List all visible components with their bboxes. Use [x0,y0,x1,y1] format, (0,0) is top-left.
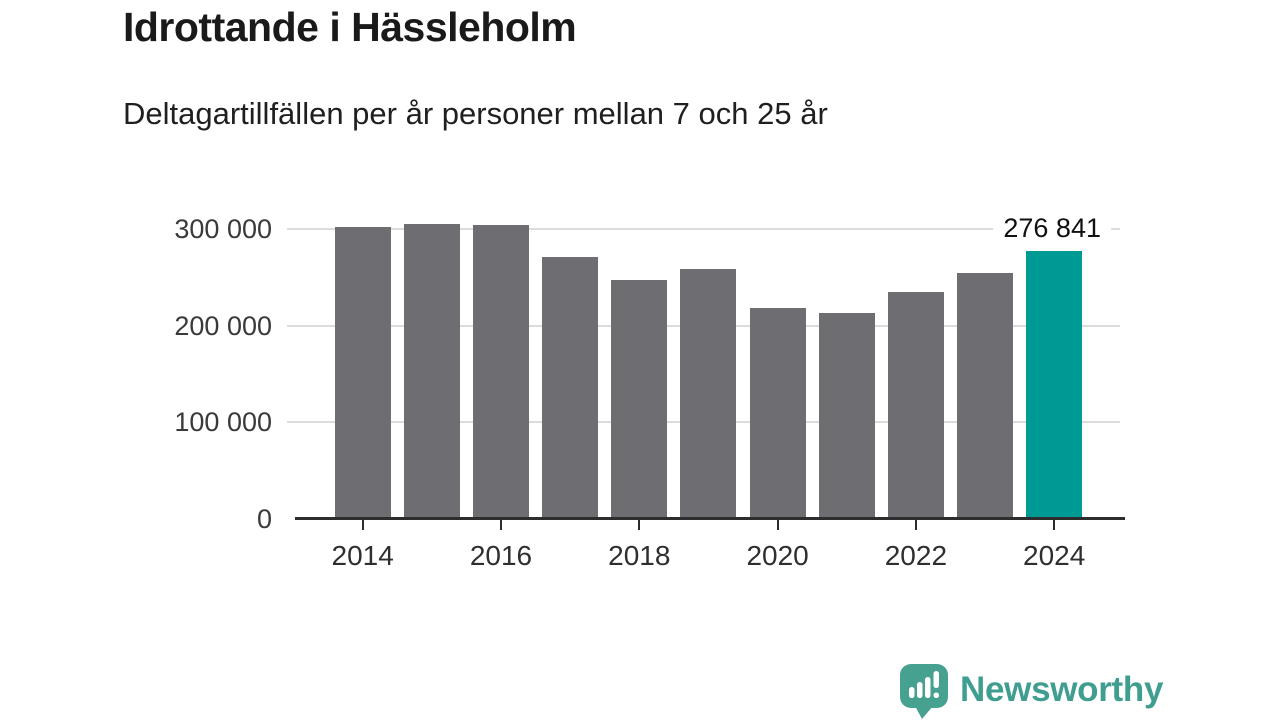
x-axis-label-2022: 2022 [884,540,948,571]
bar-2024 [1026,251,1083,519]
bar-2022 [887,291,944,519]
newsworthy-brand: Newsworthy [899,661,1163,719]
x-axis-tick-2020 [776,520,779,530]
bar-2017 [542,257,599,519]
x-axis-label-2016: 2016 [469,540,533,571]
bar-2016 [473,225,529,519]
gridline-300000 [287,228,1120,230]
x-axis-tick-2022 [914,520,917,530]
bar-2014 [334,227,391,519]
x-axis-tick-2016 [500,520,502,530]
newsworthy-logo-icon [900,664,948,719]
x-axis-tick-2014 [361,520,364,530]
x-axis-label-2020: 2020 [746,540,809,571]
x-axis-label-2018: 2018 [608,540,671,571]
y-axis-label-200000: 200 000 [174,310,272,341]
x-axis-label-2024: 2024 [1023,540,1086,571]
x-axis-tick-2024 [1053,520,1056,530]
bar-2019 [680,268,737,519]
x-axis-label-2014: 2014 [331,540,394,571]
brand-name: Newsworthy [960,670,1164,709]
bar-2020 [749,308,806,519]
chart-title: Idrottande i Hässleholm [123,4,577,50]
bar-2015 [403,224,460,519]
bar-2023 [957,272,1014,519]
highlight-value-label: 276 841 [993,210,1111,246]
y-axis-label-0: 0 [256,504,272,534]
bar-2018 [611,280,668,519]
x-axis-tick-2018 [638,520,641,530]
chart-subtitle: Deltagartillfällen per år personer mella… [123,96,828,131]
y-axis-label-300000: 300 000 [174,214,272,244]
y-axis-label-100000: 100 000 [174,407,272,438]
bar-2021 [818,313,875,519]
x-axis-line [295,517,1125,520]
